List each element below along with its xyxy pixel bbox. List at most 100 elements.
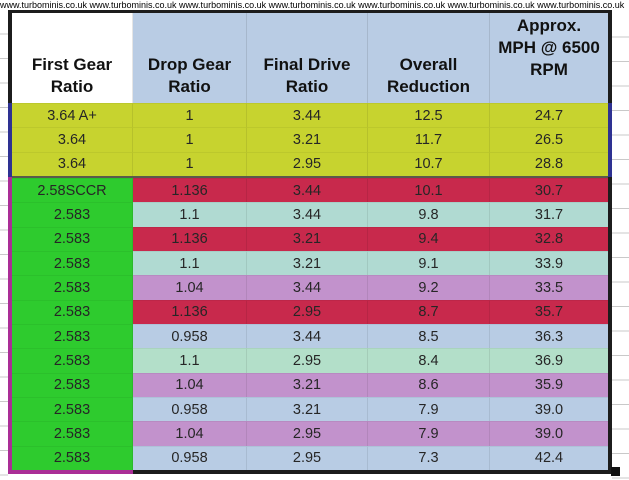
table-cell[interactable]: 2.583 (12, 275, 133, 300)
table-row: 2.583 1.04 3.21 8.6 35.9 (12, 372, 608, 397)
table-cell[interactable]: 2.95 (247, 299, 368, 324)
table-cell[interactable]: 10.7 (368, 151, 490, 176)
table-cell[interactable]: 8.5 (368, 323, 490, 349)
table-cell[interactable]: 3.21 (247, 372, 368, 397)
table-border-right (608, 10, 612, 474)
table-cell[interactable]: 33.5 (490, 275, 608, 300)
table-cell[interactable]: 10.1 (368, 177, 490, 203)
table-cell[interactable]: 2.583 (12, 396, 133, 422)
table-cell[interactable]: 1.1 (133, 348, 247, 373)
table-cell[interactable]: 30.7 (490, 177, 608, 203)
table-cell[interactable]: 3.21 (247, 226, 368, 251)
table-cell[interactable]: 1.136 (133, 226, 247, 251)
table-cell[interactable]: 3.64 (12, 127, 133, 152)
table-cell[interactable]: 1.04 (133, 275, 247, 300)
table-row: 2.583 1.1 3.21 9.1 33.9 (12, 250, 608, 276)
table-cell[interactable]: 1 (133, 127, 247, 152)
table-cell[interactable]: 12.5 (368, 103, 490, 128)
table-cell[interactable]: 0.958 (133, 445, 247, 470)
table-cell[interactable]: 3.44 (247, 103, 368, 128)
table-row: 2.583 1.136 2.95 8.7 35.7 (12, 299, 608, 324)
table-cell[interactable]: 8.6 (368, 372, 490, 397)
table-cell[interactable]: 7.3 (368, 445, 490, 470)
table-cell[interactable]: 42.4 (490, 445, 608, 470)
table-row: 2.583 0.958 3.21 7.9 39.0 (12, 396, 608, 422)
table-cell[interactable]: 7.9 (368, 421, 490, 446)
table-cell[interactable]: 9.4 (368, 226, 490, 251)
table-cell[interactable]: 1 (133, 103, 247, 128)
table-cell[interactable]: 7.9 (368, 396, 490, 422)
table-cell[interactable]: 36.9 (490, 348, 608, 373)
table-cell[interactable]: 1.136 (133, 299, 247, 324)
header-cell-final-drive-ratio[interactable]: Final Drive Ratio (247, 13, 368, 103)
table-cell[interactable]: 9.2 (368, 275, 490, 300)
selection-fill-handle[interactable] (611, 467, 620, 476)
table-cell[interactable]: 1 (133, 151, 247, 176)
header-cell-drop-gear-ratio[interactable]: Drop Gear Ratio (133, 13, 247, 103)
table-cell[interactable]: 1.04 (133, 372, 247, 397)
table-header-row: First Gear Ratio Drop Gear Ratio Final D… (12, 13, 608, 103)
table-border-left-header (8, 10, 12, 103)
table-border-left-magenta (8, 177, 12, 474)
table-cell[interactable]: 0.958 (133, 396, 247, 422)
table-cell[interactable]: 2.583 (12, 372, 133, 397)
table-cell[interactable]: 3.44 (247, 177, 368, 203)
table-cell[interactable]: 0.958 (133, 323, 247, 349)
table-row: 2.583 1.04 3.44 9.2 33.5 (12, 275, 608, 300)
table-cell[interactable]: 2.583 (12, 250, 133, 276)
table-cell[interactable]: 3.21 (247, 127, 368, 152)
table-cell[interactable]: 2.58SCCR (12, 177, 133, 203)
header-cell-overall-reduction[interactable]: Overall Reduction (368, 13, 490, 103)
table-cell[interactable]: 2.583 (12, 348, 133, 373)
table-border-top (8, 10, 612, 13)
table-cell[interactable]: 31.7 (490, 202, 608, 227)
table-cell[interactable]: 2.95 (247, 348, 368, 373)
table-cell[interactable]: 2.95 (247, 421, 368, 446)
table-row: 3.64 1 3.21 11.7 26.5 (12, 127, 608, 152)
table-cell[interactable]: 2.95 (247, 445, 368, 470)
table-cell[interactable]: 2.583 (12, 323, 133, 349)
table-cell[interactable]: 3.21 (247, 396, 368, 422)
table-cell[interactable]: 3.64 (12, 151, 133, 176)
header-cell-approx-mph[interactable]: Approx. MPH @ 6500 RPM (490, 13, 608, 103)
table-cell[interactable]: 2.583 (12, 299, 133, 324)
table-cell[interactable]: 39.0 (490, 396, 608, 422)
sheet-margin-right (612, 13, 629, 480)
table-row: 2.583 1.1 2.95 8.4 36.9 (12, 348, 608, 373)
table-cell[interactable]: 9.8 (368, 202, 490, 227)
table-cell[interactable]: 1.136 (133, 177, 247, 203)
table-cell[interactable]: 3.21 (247, 250, 368, 276)
table-cell[interactable]: 24.7 (490, 103, 608, 128)
table-cell[interactable]: 36.3 (490, 323, 608, 349)
table-cell[interactable]: 2.583 (12, 226, 133, 251)
table-cell[interactable]: 9.1 (368, 250, 490, 276)
header-cell-first-gear-ratio[interactable]: First Gear Ratio (12, 13, 133, 103)
table-cell[interactable]: 35.7 (490, 299, 608, 324)
table-cell[interactable]: 8.7 (368, 299, 490, 324)
table-row: 3.64 A+ 1 3.44 12.5 24.7 (12, 103, 608, 128)
table-cell[interactable]: 8.4 (368, 348, 490, 373)
table-cell[interactable]: 2.583 (12, 202, 133, 227)
table-cell[interactable]: 39.0 (490, 421, 608, 446)
table-cell[interactable]: 2.583 (12, 445, 133, 470)
table-cell[interactable]: 2.95 (247, 151, 368, 176)
table-row: 2.583 1.04 2.95 7.9 39.0 (12, 421, 608, 446)
table-row: 2.583 0.958 2.95 7.3 42.4 (12, 445, 608, 470)
table-row: 2.583 1.1 3.44 9.8 31.7 (12, 202, 608, 227)
table-cell[interactable]: 1.04 (133, 421, 247, 446)
table-cell[interactable]: 3.44 (247, 275, 368, 300)
table-cell[interactable]: 26.5 (490, 127, 608, 152)
table-cell[interactable]: 1.1 (133, 250, 247, 276)
table-row: 3.64 1 2.95 10.7 28.8 (12, 151, 608, 176)
table-cell[interactable]: 33.9 (490, 250, 608, 276)
table-cell[interactable]: 11.7 (368, 127, 490, 152)
table-cell[interactable]: 32.8 (490, 226, 608, 251)
watermark-text: www.turbominis.co.uk www.turbominis.co.u… (0, 0, 625, 10)
table-cell[interactable]: 3.64 A+ (12, 103, 133, 128)
table-cell[interactable]: 3.44 (247, 202, 368, 227)
table-cell[interactable]: 3.44 (247, 323, 368, 349)
table-cell[interactable]: 35.9 (490, 372, 608, 397)
table-cell[interactable]: 28.8 (490, 151, 608, 176)
table-cell[interactable]: 1.1 (133, 202, 247, 227)
table-cell[interactable]: 2.583 (12, 421, 133, 446)
